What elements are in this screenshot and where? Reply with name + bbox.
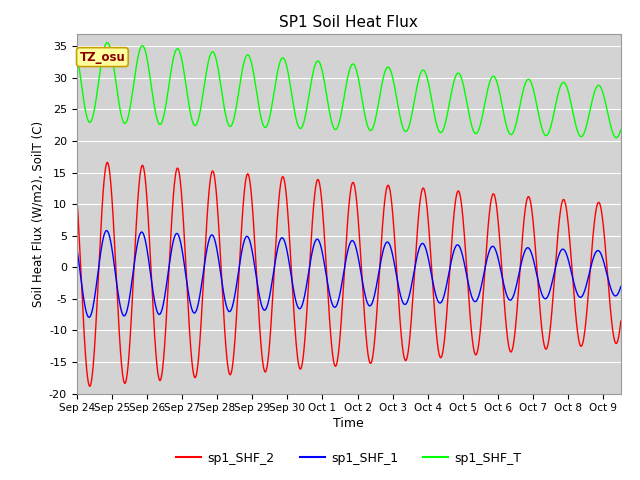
- Line: sp1_SHF_T: sp1_SHF_T: [77, 43, 621, 138]
- sp1_SHF_1: [135, 233, 143, 239]
- Legend: sp1_SHF_2, sp1_SHF_1, sp1_SHF_T: sp1_SHF_2, sp1_SHF_1, sp1_SHF_T: [172, 447, 526, 469]
- sp1_SHF_2: [607, 307, 614, 312]
- sp1_SHF_T: [135, 49, 143, 55]
- sp1_SHF_T: [617, 127, 625, 133]
- sp1_SHF_2: [282, 187, 290, 193]
- sp1_SHF_1: [617, 284, 625, 289]
- sp1_SHF_1: [73, 245, 81, 251]
- sp1_SHF_T: [282, 60, 289, 65]
- sp1_SHF_T: [73, 50, 81, 56]
- Text: TZ_osu: TZ_osu: [79, 50, 125, 63]
- sp1_SHF_1: [548, 280, 556, 286]
- sp1_SHF_1: [85, 314, 93, 320]
- Line: sp1_SHF_1: sp1_SHF_1: [77, 230, 621, 317]
- Title: SP1 Soil Heat Flux: SP1 Soil Heat Flux: [280, 15, 418, 30]
- sp1_SHF_2: [104, 159, 111, 165]
- X-axis label: Time: Time: [333, 418, 364, 431]
- sp1_SHF_1: [282, 242, 290, 248]
- Line: sp1_SHF_2: sp1_SHF_2: [77, 162, 621, 386]
- sp1_SHF_2: [73, 193, 81, 199]
- sp1_SHF_1: [305, 265, 313, 271]
- sp1_SHF_2: [305, 267, 313, 273]
- sp1_SHF_1: [607, 285, 614, 290]
- Y-axis label: Soil Heat Flux (W/m2), SoilT (C): Soil Heat Flux (W/m2), SoilT (C): [32, 120, 45, 307]
- sp1_SHF_T: [612, 135, 620, 141]
- sp1_SHF_2: [86, 384, 93, 389]
- sp1_SHF_T: [305, 91, 313, 97]
- sp1_SHF_T: [168, 67, 175, 72]
- sp1_SHF_T: [104, 40, 111, 46]
- sp1_SHF_1: [168, 247, 175, 253]
- sp1_SHF_T: [548, 120, 556, 126]
- sp1_SHF_2: [135, 180, 143, 186]
- sp1_SHF_T: [607, 121, 614, 127]
- sp1_SHF_2: [548, 309, 556, 314]
- sp1_SHF_1: [102, 228, 110, 233]
- sp1_SHF_2: [617, 318, 625, 324]
- sp1_SHF_2: [168, 221, 175, 227]
